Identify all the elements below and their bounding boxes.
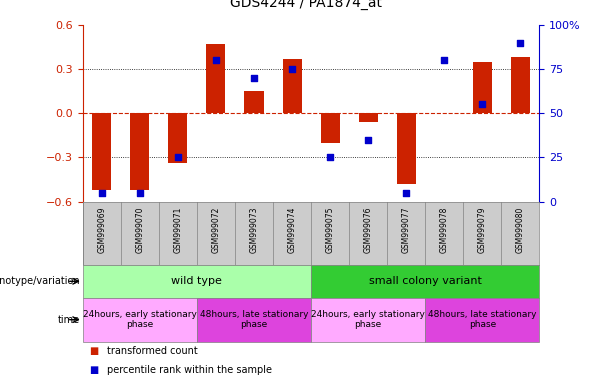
Point <box>402 190 411 196</box>
Bar <box>311 298 425 342</box>
Text: GSM999070: GSM999070 <box>135 207 144 253</box>
Bar <box>511 57 530 113</box>
Point <box>97 190 107 196</box>
Bar <box>245 91 264 113</box>
Bar <box>311 265 539 298</box>
Text: 48hours, late stationary
phase: 48hours, late stationary phase <box>428 310 536 329</box>
Point <box>287 66 297 72</box>
Text: ■: ■ <box>89 365 98 375</box>
Text: wild type: wild type <box>172 276 223 286</box>
Bar <box>397 113 416 184</box>
Text: 48hours, late stationary
phase: 48hours, late stationary phase <box>200 310 308 329</box>
Point <box>249 75 259 81</box>
Text: GSM999079: GSM999079 <box>478 207 487 253</box>
Point <box>173 154 183 161</box>
Text: GSM999074: GSM999074 <box>287 207 297 253</box>
Text: transformed count: transformed count <box>107 346 198 356</box>
Text: GSM999073: GSM999073 <box>249 207 259 253</box>
Bar <box>83 265 311 298</box>
Text: 24hours, early stationary
phase: 24hours, early stationary phase <box>311 310 425 329</box>
Text: GSM999071: GSM999071 <box>173 207 183 253</box>
Text: GSM999069: GSM999069 <box>97 207 106 253</box>
Bar <box>321 113 340 143</box>
Text: ■: ■ <box>89 346 98 356</box>
Text: small colony variant: small colony variant <box>369 276 482 286</box>
Text: time: time <box>58 314 80 325</box>
Text: GSM999077: GSM999077 <box>402 207 411 253</box>
Bar <box>169 113 188 163</box>
Text: GDS4244 / PA1874_at: GDS4244 / PA1874_at <box>230 0 383 10</box>
Point <box>326 154 335 161</box>
Bar <box>83 298 197 342</box>
Bar <box>207 44 226 113</box>
Text: 24hours, early stationary
phase: 24hours, early stationary phase <box>83 310 197 329</box>
Bar <box>425 298 539 342</box>
Text: genotype/variation: genotype/variation <box>0 276 80 286</box>
Text: GSM999076: GSM999076 <box>364 207 373 253</box>
Point <box>364 137 373 143</box>
Bar <box>93 113 112 190</box>
Bar <box>359 113 378 122</box>
Point <box>440 57 449 63</box>
Bar <box>197 298 311 342</box>
Text: percentile rank within the sample: percentile rank within the sample <box>107 365 272 375</box>
Text: GSM999078: GSM999078 <box>440 207 449 253</box>
Text: GSM999072: GSM999072 <box>211 207 221 253</box>
Point <box>478 101 487 108</box>
Bar <box>283 59 302 113</box>
Bar <box>473 62 492 113</box>
Point <box>135 190 145 196</box>
Point <box>516 40 525 46</box>
Bar <box>131 113 150 190</box>
Text: GSM999080: GSM999080 <box>516 207 525 253</box>
Point <box>211 57 221 63</box>
Text: GSM999075: GSM999075 <box>326 207 335 253</box>
